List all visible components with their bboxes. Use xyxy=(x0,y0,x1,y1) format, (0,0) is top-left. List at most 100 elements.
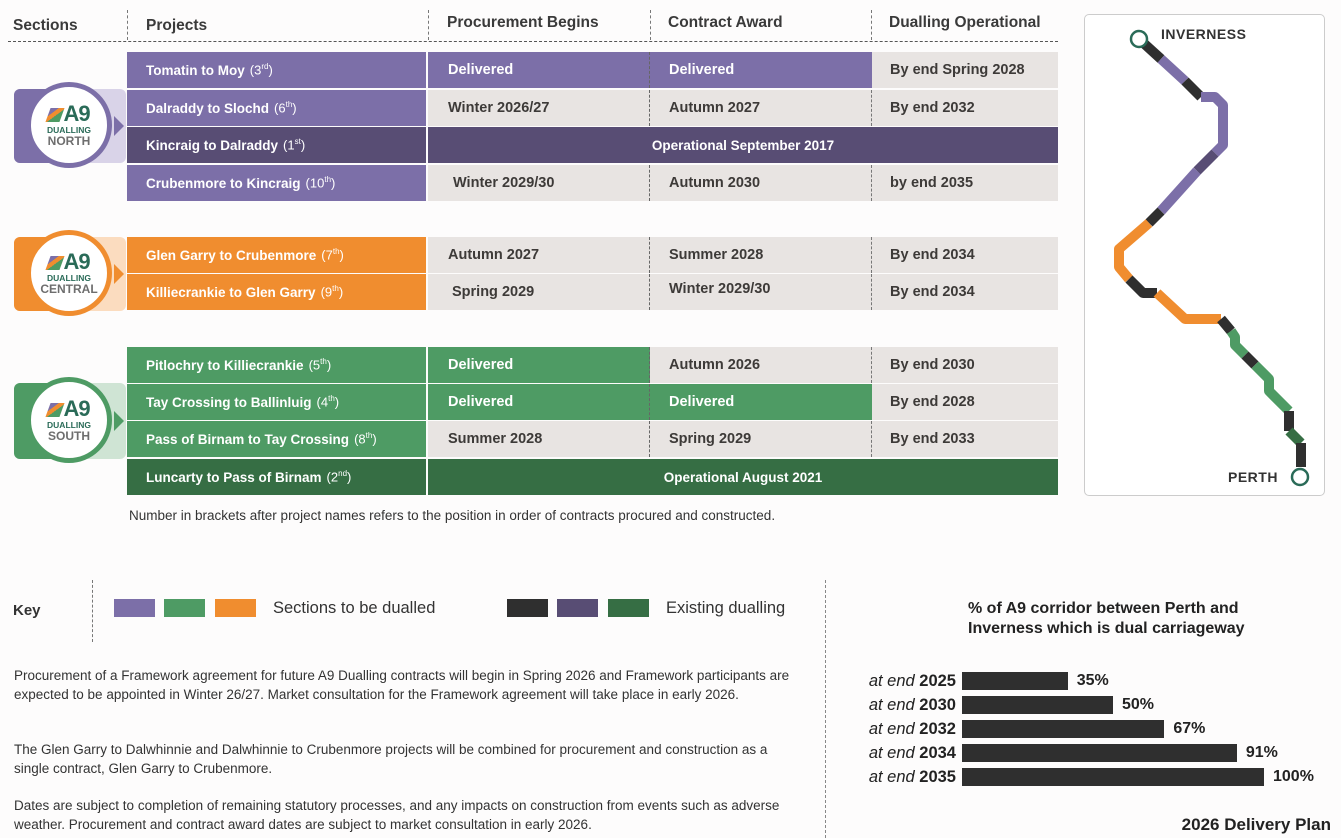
award-cell: Delivered xyxy=(650,384,872,420)
bar xyxy=(962,744,1237,762)
note-combined-contract: The Glen Garry to Dalwhinnie and Dalwhin… xyxy=(14,742,768,776)
bar-value: 67% xyxy=(1173,720,1206,737)
chart-bar-row: at end 2034 91% xyxy=(862,743,1278,763)
header-sections: Sections xyxy=(13,17,78,34)
swatch-existing-dark xyxy=(507,599,548,617)
route-map: INVERNESS PERTH xyxy=(1084,14,1325,496)
table-row: Crubenmore to Kincraig (10th) Winter 2029… xyxy=(127,165,1058,201)
note-framework: Procurement of a Framework agreement for… xyxy=(14,668,790,702)
note-dates: Dates are subject to completion of remai… xyxy=(14,798,780,832)
bar-label: at end 2034 xyxy=(868,743,956,762)
chart-footer: 2026 Delivery Plan xyxy=(1181,815,1331,834)
procurement-cell: Autumn 2027 xyxy=(428,237,650,273)
header-divider xyxy=(428,10,429,40)
project-cell: Dalraddy to Slochd (6th) xyxy=(127,90,426,126)
section-logo-south: A9 DUALLING SOUTH xyxy=(26,377,112,463)
status-cell: Operational September 2017 xyxy=(428,127,1058,163)
award-cell: Delivered xyxy=(650,52,872,88)
header-divider xyxy=(127,10,128,40)
procurement-cell: Delivered xyxy=(428,347,650,383)
procurement-cell: Spring 2029 xyxy=(428,274,650,310)
logo-region: NORTH xyxy=(47,133,91,148)
project-cell: Pitlochry to Killiecrankie (5th) xyxy=(127,347,426,383)
header-underline xyxy=(8,41,1058,42)
swatch-north-to-dual xyxy=(114,599,155,617)
bar-value: 91% xyxy=(1245,744,1278,761)
section-logo-central: A9 DUALLING CENTRAL xyxy=(26,230,112,316)
key-divider xyxy=(92,580,93,642)
swatch-central-to-dual xyxy=(215,599,256,617)
header-divider xyxy=(871,10,872,40)
award-cell: Summer 2028 xyxy=(650,237,872,273)
logo-region: SOUTH xyxy=(48,428,90,443)
chart-bar-row: at end 2025 35% xyxy=(862,671,1109,691)
header-procurement-begins: Procurement Begins xyxy=(447,14,599,31)
bar-value: 35% xyxy=(1076,672,1109,689)
table-row: Kincraig to Dalraddy (1st) Operational Se… xyxy=(127,127,1058,163)
procurement-cell: Delivered xyxy=(428,52,650,88)
key-label: Key xyxy=(13,602,41,619)
project-cell: Tomatin to Moy (3rd) xyxy=(127,52,426,88)
swatch-existing-purple xyxy=(557,599,598,617)
chart-bar-row: at end 2035 100% xyxy=(862,767,1314,787)
operational-cell: By end 2033 xyxy=(872,421,1058,457)
project-cell: Crubenmore to Kincraig (10th) xyxy=(127,165,426,201)
header-divider xyxy=(650,10,651,40)
section-logo-north: A9 DUALLING NORTH xyxy=(26,82,112,168)
table-row: Tay Crossing to Ballinluig (4th) Delivere… xyxy=(127,384,1058,420)
map-label-perth: PERTH xyxy=(1228,469,1278,485)
table-row: Tomatin to Moy (3rd) Delivered Delivered … xyxy=(127,52,1058,88)
header-contract-award: Contract Award xyxy=(668,14,783,31)
a9-logo-icon: A9 xyxy=(45,397,91,419)
bar xyxy=(962,768,1264,786)
operational-cell: By end 2034 xyxy=(872,274,1058,310)
map-label-inverness: INVERNESS xyxy=(1161,26,1247,42)
bar-value: 100% xyxy=(1273,768,1314,785)
a9-route-line-icon xyxy=(1114,29,1310,487)
logo-dualling: DUALLING xyxy=(47,272,91,283)
award-cell: Autumn 2027 xyxy=(650,90,872,126)
table-row: Dalraddy to Slochd (6th) Winter 2026/27 A… xyxy=(127,90,1058,126)
bar-label: at end 2032 xyxy=(868,719,956,738)
project-cell: Tay Crossing to Ballinluig (4th) xyxy=(127,384,426,420)
bar-label: at end 2030 xyxy=(868,695,956,714)
chart-bar-row: at end 2030 50% xyxy=(862,695,1154,715)
bar-value: 50% xyxy=(1122,696,1155,713)
pointer-arrow-icon xyxy=(114,116,124,136)
project-cell: Glen Garry to Crubenmore (7th) xyxy=(127,237,426,273)
project-cell: Kincraig to Dalraddy (1st) xyxy=(127,127,426,163)
logo-region: CENTRAL xyxy=(40,281,98,296)
award-cell: Spring 2029 xyxy=(650,421,872,457)
award-cell: Autumn 2026 xyxy=(650,347,872,383)
procurement-cell: Delivered xyxy=(428,384,650,420)
bar xyxy=(962,696,1113,714)
project-cell: Pass of Birnam to Tay Crossing (8th) xyxy=(127,421,426,457)
inverness-marker-icon xyxy=(1129,29,1149,49)
header-dualling-operational: Dualling Operational xyxy=(889,14,1041,31)
pointer-arrow-icon xyxy=(114,264,124,284)
procurement-cell: Summer 2028 xyxy=(428,421,650,457)
operational-cell: By end 2028 xyxy=(872,384,1058,420)
table-row: Luncarty to Pass of Birnam (2nd) Operatio… xyxy=(127,459,1058,495)
header-projects: Projects xyxy=(146,17,208,34)
project-cell: Luncarty to Pass of Birnam (2nd) xyxy=(127,459,426,495)
operational-cell: by end 2035 xyxy=(872,165,1058,201)
logo-dualling: DUALLING xyxy=(47,419,91,430)
procurement-cell: Winter 2026/27 xyxy=(428,90,650,126)
table-row: Killiecrankie to Glen Garry (9th) Spring … xyxy=(127,274,1058,310)
table-row: Pass of Birnam to Tay Crossing (8th) Summ… xyxy=(127,421,1058,457)
operational-cell: By end Spring 2028 xyxy=(872,52,1058,88)
status-cell: Operational August 2021 xyxy=(428,459,1058,495)
pointer-arrow-icon xyxy=(114,411,124,431)
swatch-existing-green xyxy=(608,599,649,617)
table-row: Pitlochry to Killiecrankie (5th) Delivere… xyxy=(127,347,1058,383)
award-cell: Winter 2029/30 xyxy=(650,274,872,310)
operational-cell: By end 2030 xyxy=(872,347,1058,383)
bar-label: at end 2035 xyxy=(868,767,956,786)
project-cell: Killiecrankie to Glen Garry (9th) xyxy=(127,274,426,310)
bar xyxy=(962,720,1165,738)
a9-logo-icon: A9 xyxy=(45,102,91,124)
chart-bar-row: at end 2032 67% xyxy=(862,719,1205,739)
table-row: Glen Garry to Crubenmore (7th) Autumn 202… xyxy=(127,237,1058,273)
logo-dualling: DUALLING xyxy=(47,124,91,135)
